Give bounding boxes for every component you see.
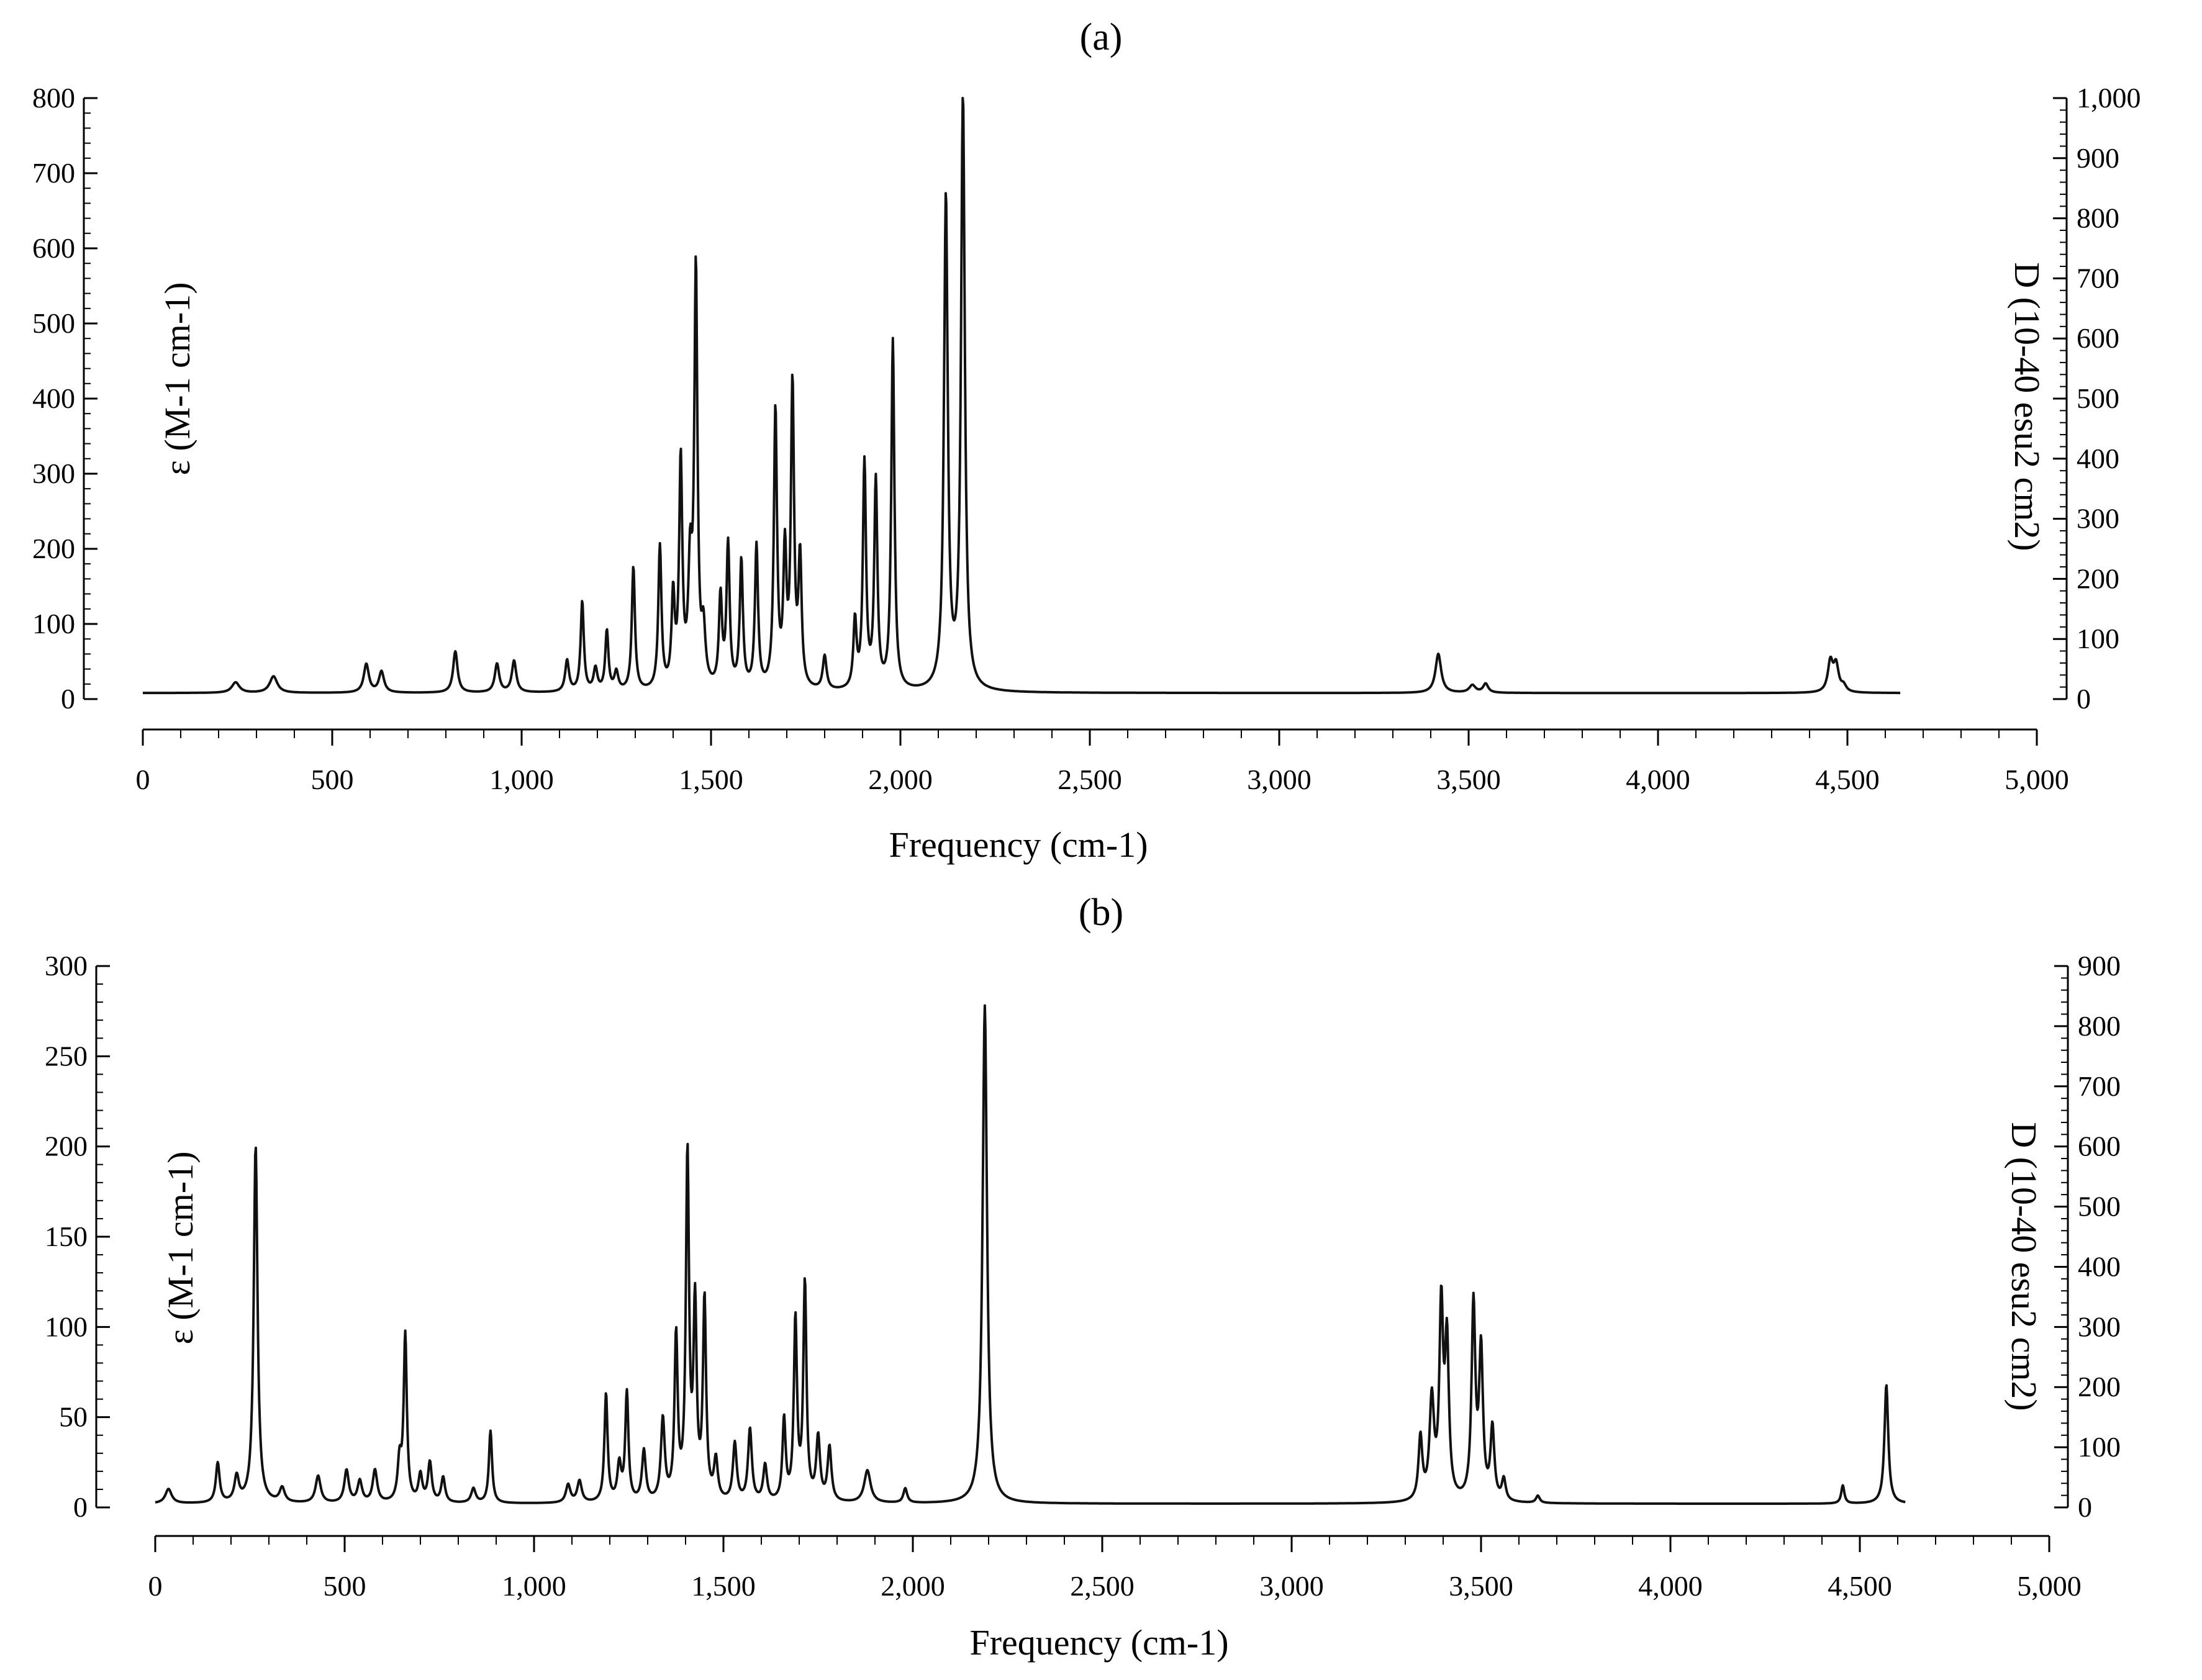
- panel-b-left-axis: 0 50 100 150 200 250 300: [45, 950, 110, 1523]
- panel-a-x-tick-label: 1,500: [679, 764, 743, 795]
- panel-b-x-tick-label: 500: [324, 1570, 366, 1602]
- panel-a-x-tick-label: 2,500: [1058, 764, 1122, 795]
- panel-a-right-tick-label: 900: [2077, 142, 2119, 174]
- panel-b-left-tick-label: 250: [45, 1040, 88, 1072]
- panel-a-left-axis-title: ε (M-1 cm-1): [157, 282, 197, 475]
- panel-b-right-tick-label: 100: [2078, 1431, 2121, 1463]
- panel-a: (a) 0 100 200 300 400 500 600 700 800 0 100 200 300…: [32, 16, 2141, 865]
- panel-a-left-tick-label: 200: [32, 533, 75, 564]
- panel-a-label: (a): [1080, 16, 1123, 58]
- panel-b-right-tick-label: 600: [2078, 1131, 2121, 1162]
- panel-a-left-tick-label: 0: [61, 683, 75, 715]
- panel-a-left-axis: 0 100 200 300 400 500 600 700 800: [32, 82, 97, 715]
- panel-b-x-tick-label: 3,000: [1259, 1570, 1324, 1602]
- panel-b-right-tick-label: 0: [2078, 1491, 2092, 1523]
- panel-b-x-axis: 0 500 1,000 1,500 2,000 2,500 3,000 3,500 4,000 4…: [148, 1535, 2082, 1602]
- panel-a-x-tick-label: 1,000: [489, 764, 554, 795]
- panel-a-x-tick-label: 3,500: [1436, 764, 1501, 795]
- panel-b-x-tick-label: 1,500: [691, 1570, 756, 1602]
- panel-b-x-tick-label: 5,000: [2017, 1570, 2082, 1602]
- panel-a-x-tick-label: 3,000: [1247, 764, 1312, 795]
- panel-b-right-tick-label: 800: [2078, 1010, 2121, 1042]
- panel-b-spectrum-line: [154, 1004, 1906, 1505]
- panel-a-right-tick-label: 100: [2077, 623, 2119, 654]
- panel-a-right-axis: 0 100 200 300 400 500 600 700 800 900 1,000: [2053, 82, 2141, 715]
- panel-b-right-tick-label: 200: [2078, 1371, 2121, 1402]
- panel-b-right-tick-label: 400: [2078, 1250, 2121, 1282]
- panel-a-right-tick-label: 800: [2077, 202, 2119, 234]
- panel-a-left-tick-label: 400: [32, 382, 75, 414]
- panel-a-right-tick-label: 300: [2077, 503, 2119, 535]
- panel-a-x-tick-label: 5,000: [2005, 764, 2069, 795]
- panel-a-right-tick-label: 500: [2077, 382, 2119, 414]
- panel-a-left-tick-label: 500: [32, 307, 75, 339]
- panel-b-right-axis-title: D (10-40 esu2 cm2): [2004, 1122, 2044, 1411]
- panel-a-x-tick-label: 0: [136, 764, 150, 795]
- panel-a-left-tick-label: 100: [32, 608, 75, 639]
- panel-b-right-tick-label: 500: [2078, 1191, 2121, 1222]
- panel-b-left-tick-label: 150: [45, 1221, 88, 1252]
- panel-a-x-tick-label: 500: [311, 764, 354, 795]
- panel-a-right-tick-label: 200: [2077, 562, 2119, 594]
- panel-a-left-tick-label: 800: [32, 82, 75, 114]
- panel-a-right-tick-label: 400: [2077, 443, 2119, 474]
- panel-b-right-tick-label: 300: [2078, 1311, 2121, 1342]
- panel-b-plot: [154, 1004, 1906, 1505]
- panel-a-x-axis-title: Frequency (cm-1): [889, 824, 1148, 865]
- panel-b-left-tick-label: 0: [73, 1491, 88, 1523]
- panel-a-x-tick-label: 2,000: [868, 764, 933, 795]
- panel-b-left-axis-title: ε (M-1 cm-1): [160, 1151, 201, 1344]
- panel-b-x-tick-label: 4,500: [1828, 1570, 1892, 1602]
- panel-b-label: (b): [1079, 892, 1123, 934]
- panel-b-x-tick-label: 2,000: [881, 1570, 945, 1602]
- panel-a-right-tick-label: 1,000: [2077, 82, 2141, 114]
- panel-b-x-tick-label: 2,500: [1070, 1570, 1135, 1602]
- panel-a-x-axis: 0 500 1,000 1,500 2,000 2,500 3,000 3,500 4,000 4…: [136, 728, 2069, 795]
- panel-b: (b) 0 50 100 150 200 250 300 0 100 200 300 400 500 6…: [45, 892, 2121, 1663]
- panel-a-spectrum-line: [142, 97, 1901, 695]
- panel-b-x-tick-label: 1,000: [502, 1570, 566, 1602]
- panel-b-right-tick-label: 900: [2078, 950, 2121, 982]
- panel-a-x-tick-label: 4,000: [1626, 764, 1690, 795]
- panel-a-x-tick-label: 4,500: [1815, 764, 1880, 795]
- panel-b-left-tick-label: 100: [45, 1311, 88, 1342]
- panel-a-right-tick-label: 0: [2077, 683, 2091, 715]
- panel-b-left-tick-label: 50: [59, 1401, 88, 1433]
- panel-b-x-tick-label: 4,000: [1638, 1570, 1703, 1602]
- panel-a-plot: [142, 97, 1901, 695]
- panel-b-x-tick-label: 0: [148, 1570, 163, 1602]
- panel-a-left-tick-label: 600: [32, 232, 75, 264]
- panel-b-x-axis-title: Frequency (cm-1): [969, 1622, 1228, 1663]
- panel-a-left-tick-label: 300: [32, 458, 75, 489]
- panel-b-x-tick-label: 3,500: [1449, 1570, 1513, 1602]
- panel-a-right-axis-title: D (10-40 esu2 cm2): [2007, 262, 2047, 551]
- panel-b-right-tick-label: 700: [2078, 1070, 2121, 1102]
- panel-a-right-tick-label: 700: [2077, 262, 2119, 294]
- panel-a-right-tick-label: 600: [2077, 322, 2119, 354]
- panel-b-left-tick-label: 300: [45, 950, 88, 982]
- panel-b-left-tick-label: 200: [45, 1131, 88, 1162]
- panel-b-right-axis: 0 100 200 300 400 500 600 700 800 900: [2054, 950, 2121, 1523]
- panel-a-left-tick-label: 700: [32, 157, 75, 189]
